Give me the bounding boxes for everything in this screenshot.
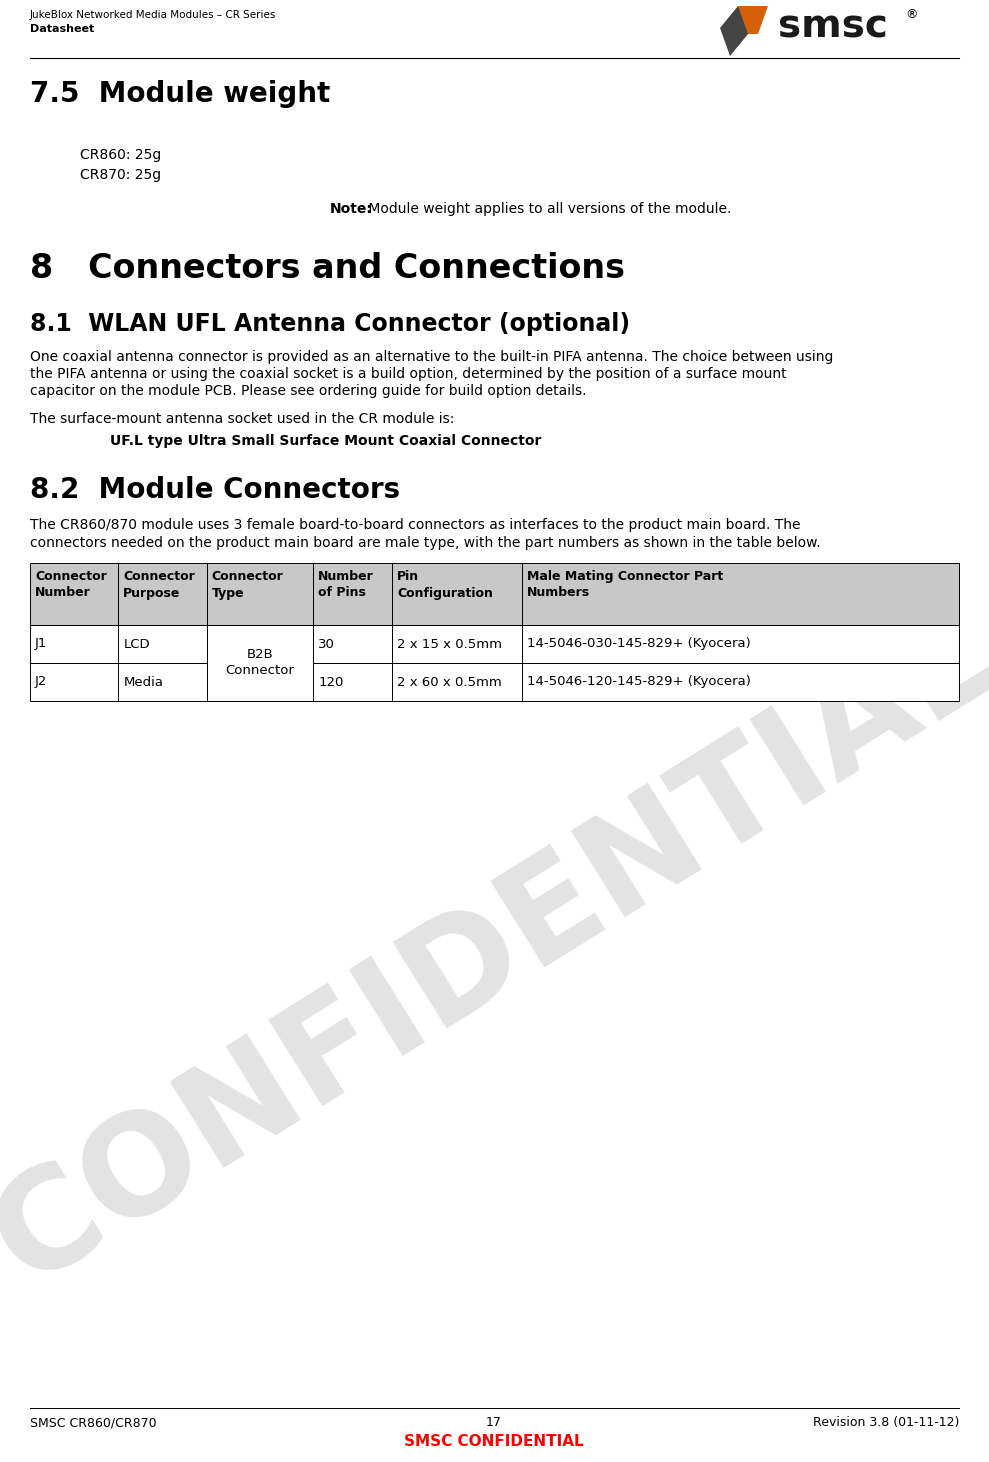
Text: 17: 17 — [486, 1417, 502, 1428]
Bar — [522, 662, 959, 700]
Bar — [393, 563, 522, 624]
Bar — [30, 662, 119, 700]
Bar — [119, 662, 207, 700]
Bar — [119, 563, 207, 624]
Text: Connector
Number: Connector Number — [35, 570, 107, 599]
Text: 2 x 15 x 0.5mm: 2 x 15 x 0.5mm — [398, 637, 502, 651]
Text: CR870: 25g: CR870: 25g — [80, 168, 161, 181]
Text: The CR860/870 module uses 3 female board-to-board connectors as interfaces to th: The CR860/870 module uses 3 female board… — [30, 518, 800, 532]
Text: 30: 30 — [318, 637, 335, 651]
Text: ®: ® — [905, 7, 918, 20]
Bar — [314, 624, 393, 662]
Text: LCD: LCD — [124, 637, 150, 651]
Bar — [207, 624, 314, 700]
Bar — [522, 624, 959, 662]
Bar — [207, 563, 314, 624]
Text: SMSC CONFIDENTIAL: SMSC CONFIDENTIAL — [405, 1434, 584, 1449]
Text: Pin
Configuration: Pin Configuration — [398, 570, 494, 599]
Text: 7.5  Module weight: 7.5 Module weight — [30, 80, 330, 108]
Text: 8.1  WLAN UFL Antenna Connector (optional): 8.1 WLAN UFL Antenna Connector (optional… — [30, 311, 630, 336]
Text: B2B
Connector: B2B Connector — [225, 649, 295, 677]
Text: Connector
Type: Connector Type — [212, 570, 283, 599]
Text: Number
of Pins: Number of Pins — [318, 570, 374, 599]
Bar — [119, 624, 207, 662]
Polygon shape — [720, 6, 748, 56]
Bar — [30, 563, 119, 624]
Text: capacitor on the module PCB. Please see ordering guide for build option details.: capacitor on the module PCB. Please see … — [30, 385, 586, 398]
Text: Module weight applies to all versions of the module.: Module weight applies to all versions of… — [364, 202, 732, 216]
Text: Connector
Purpose: Connector Purpose — [124, 570, 195, 599]
Text: 8.2  Module Connectors: 8.2 Module Connectors — [30, 477, 401, 504]
Text: Media: Media — [124, 675, 163, 689]
Text: JukeBlox Networked Media Modules – CR Series: JukeBlox Networked Media Modules – CR Se… — [30, 10, 276, 20]
Text: 8   Connectors and Connections: 8 Connectors and Connections — [30, 251, 625, 285]
Text: Male Mating Connector Part
Numbers: Male Mating Connector Part Numbers — [527, 570, 724, 599]
Text: Datasheet: Datasheet — [30, 23, 94, 34]
Text: SMSC CR860/CR870: SMSC CR860/CR870 — [30, 1417, 156, 1428]
Bar — [314, 662, 393, 700]
Bar — [393, 624, 522, 662]
Text: CR860: 25g: CR860: 25g — [80, 148, 161, 162]
Text: The surface-mount antenna socket used in the CR module is:: The surface-mount antenna socket used in… — [30, 412, 454, 425]
Text: 2 x 60 x 0.5mm: 2 x 60 x 0.5mm — [398, 675, 502, 689]
Bar — [314, 563, 393, 624]
Text: 120: 120 — [318, 675, 344, 689]
Text: 14-5046-030-145-829+ (Kyocera): 14-5046-030-145-829+ (Kyocera) — [527, 637, 751, 651]
Text: UF.L type Ultra Small Surface Mount Coaxial Connector: UF.L type Ultra Small Surface Mount Coax… — [110, 434, 541, 447]
Text: One coaxial antenna connector is provided as an alternative to the built-in PIFA: One coaxial antenna connector is provide… — [30, 349, 834, 364]
Bar — [207, 662, 314, 700]
Text: Revision 3.8 (01-11-12): Revision 3.8 (01-11-12) — [813, 1417, 959, 1428]
Bar — [30, 624, 119, 662]
Text: J1: J1 — [35, 637, 47, 651]
Bar — [393, 662, 522, 700]
Text: CONFIDENTIAL: CONFIDENTIAL — [0, 588, 989, 1313]
Bar — [522, 563, 959, 624]
Text: Note:: Note: — [330, 202, 373, 216]
Polygon shape — [728, 6, 768, 34]
Text: smsc: smsc — [778, 7, 888, 45]
Text: J2: J2 — [35, 675, 47, 689]
Text: 14-5046-120-145-829+ (Kyocera): 14-5046-120-145-829+ (Kyocera) — [527, 675, 752, 689]
Text: the PIFA antenna or using the coaxial socket is a build option, determined by th: the PIFA antenna or using the coaxial so… — [30, 367, 786, 382]
Text: connectors needed on the product main board are male type, with the part numbers: connectors needed on the product main bo… — [30, 537, 821, 550]
Bar — [207, 624, 314, 662]
